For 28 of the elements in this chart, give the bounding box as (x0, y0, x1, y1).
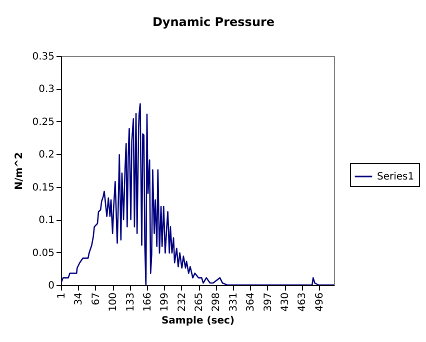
x-tick-label: 199 (160, 292, 171, 312)
x-tick-label: 100 (108, 292, 120, 312)
x-tick-label: 397 (262, 292, 274, 312)
y-tick-label: 0.1 (38, 215, 54, 226)
x-tick-label: 1 (56, 292, 68, 299)
legend-label: Series1 (377, 172, 414, 182)
y-axis-title: N/m^2 (14, 152, 26, 190)
x-tick-label: 331 (228, 292, 240, 312)
x-tick-label: 496 (314, 292, 326, 312)
x-tick-label: 34 (74, 292, 85, 306)
x-tick-label: 364 (246, 292, 257, 312)
x-tick-label: 463 (297, 292, 308, 312)
x-tick-label: 232 (176, 292, 188, 312)
y-tick-label: 0.25 (32, 116, 54, 128)
y-tick-label: 0 (48, 280, 54, 292)
x-tick-label: 298 (211, 292, 222, 312)
y-tick-label: 0.05 (32, 248, 54, 259)
y-tick-label: 0.3 (38, 84, 54, 96)
x-tick-label: 133 (125, 292, 136, 312)
y-tick-label: 0.35 (32, 52, 54, 62)
x-tick-label: 430 (280, 292, 292, 312)
x-tick-label: 67 (90, 292, 102, 306)
x-tick-label: 265 (194, 292, 206, 312)
x-axis-title: Sample (sec) (161, 316, 235, 327)
y-tick-label: 0.2 (38, 150, 54, 161)
x-tick-label: 166 (142, 292, 154, 312)
chart-title: Dynamic Pressure (152, 15, 275, 29)
y-tick-label: 0.15 (32, 182, 54, 194)
